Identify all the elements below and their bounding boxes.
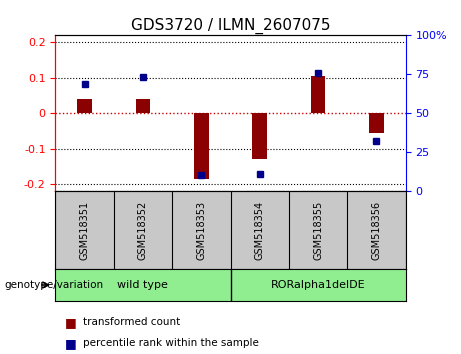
Bar — [369, 113, 384, 133]
Text: GSM518352: GSM518352 — [138, 200, 148, 260]
Bar — [253, 113, 267, 159]
Text: percentile rank within the sample: percentile rank within the sample — [83, 338, 259, 348]
Text: GSM518354: GSM518354 — [254, 200, 265, 260]
Bar — [136, 99, 150, 113]
Text: RORalpha1delDE: RORalpha1delDE — [271, 280, 366, 290]
Bar — [77, 99, 92, 113]
Text: GSM518351: GSM518351 — [79, 200, 89, 260]
Text: ■: ■ — [65, 316, 76, 329]
Text: GSM518356: GSM518356 — [372, 200, 382, 260]
Bar — [194, 113, 208, 179]
Text: ■: ■ — [65, 337, 76, 350]
Text: wild type: wild type — [118, 280, 168, 290]
Bar — [311, 76, 325, 113]
Text: genotype/variation: genotype/variation — [5, 280, 104, 290]
Text: GSM518353: GSM518353 — [196, 200, 207, 260]
Text: transformed count: transformed count — [83, 317, 180, 327]
Title: GDS3720 / ILMN_2607075: GDS3720 / ILMN_2607075 — [131, 18, 330, 34]
Text: GSM518355: GSM518355 — [313, 200, 323, 260]
